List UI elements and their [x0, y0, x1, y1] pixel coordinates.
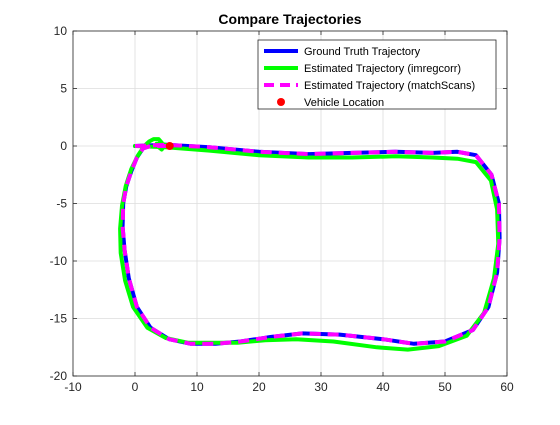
legend-label: Vehicle Location — [304, 97, 384, 109]
y-tick-label: -5 — [56, 197, 67, 211]
estimated-trajectory-matchscans-line — [120, 142, 502, 346]
chart-title: Compare Trajectories — [218, 11, 361, 27]
legend-label: Ground Truth Trajectory — [304, 46, 421, 58]
x-tick-label: 30 — [314, 380, 328, 394]
x-tick-label: 10 — [190, 380, 204, 394]
x-tick-labels: -10 0 10 20 30 40 50 60 — [64, 380, 514, 394]
y-tick-label: 5 — [60, 82, 67, 96]
x-tick-label: 40 — [376, 380, 390, 394]
y-tick-label: 0 — [60, 139, 67, 153]
legend-label: Estimated Trajectory (imregcorr) — [304, 63, 461, 75]
y-tick-label: 10 — [54, 24, 68, 38]
legend-swatch — [277, 98, 285, 106]
legend-label: Estimated Trajectory (matchScans) — [304, 80, 475, 92]
x-tick-label: -10 — [64, 380, 82, 394]
legend: Ground Truth Trajectory Estimated Traject… — [257, 39, 497, 110]
x-tick-label: 60 — [500, 380, 514, 394]
y-tick-labels: -20 -15 -10 -5 0 5 10 — [50, 24, 68, 383]
series-layer — [118, 137, 502, 352]
y-tick-label: -20 — [50, 369, 68, 383]
x-tick-label: 0 — [132, 380, 139, 394]
vehicle-location-marker — [165, 142, 174, 150]
x-tick-label: 50 — [438, 380, 452, 394]
x-tick-label: 20 — [252, 380, 266, 394]
tick-marks — [72, 30, 508, 377]
y-tick-label: -10 — [50, 254, 68, 268]
legend-items: Ground Truth Trajectory Estimated Traject… — [264, 46, 475, 109]
y-tick-label: -15 — [50, 312, 68, 326]
